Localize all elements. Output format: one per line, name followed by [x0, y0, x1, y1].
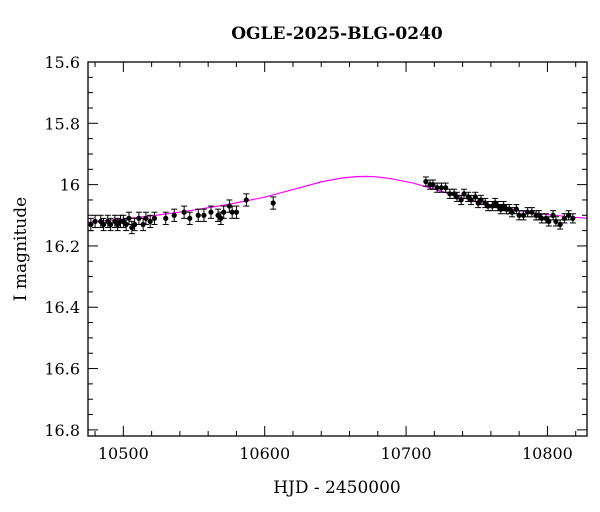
- data-marker: [516, 212, 522, 218]
- data-point: [516, 210, 523, 221]
- data-marker: [243, 197, 249, 203]
- data-marker: [151, 215, 158, 221]
- y-tick-label: 16.6: [44, 360, 80, 379]
- data-marker: [181, 209, 187, 215]
- data-marker: [126, 215, 132, 221]
- data-point: [100, 217, 107, 232]
- data-marker: [201, 212, 207, 218]
- plot-area: [87, 175, 588, 235]
- x-tick-label: 10700: [381, 444, 432, 463]
- x-axis-label: HJD - 2450000: [273, 478, 401, 498]
- data-point: [171, 208, 178, 222]
- data-point: [442, 182, 449, 193]
- y-tick-label: 15.8: [44, 114, 80, 133]
- data-marker: [100, 221, 107, 228]
- data-point: [142, 211, 149, 225]
- data-point: [207, 205, 214, 219]
- data-point: [220, 205, 227, 219]
- data-marker: [270, 200, 276, 206]
- data-marker: [171, 212, 177, 218]
- ticks-layer: 10500 10600 10700 10800 15.6 15.8 16 16.2 16.4 16…: [44, 53, 587, 463]
- data-marker: [143, 215, 149, 221]
- data-point: [422, 176, 429, 187]
- data-marker: [92, 218, 98, 225]
- chart-title: OGLE-2025-BLG-0240: [231, 24, 443, 44]
- data-point: [162, 211, 169, 225]
- x-tick-label: 10500: [98, 444, 149, 463]
- data-marker: [434, 185, 440, 191]
- data-marker: [108, 221, 114, 228]
- data-marker: [447, 191, 453, 197]
- y-tick-label: 16.4: [44, 298, 80, 317]
- data-marker: [485, 203, 491, 209]
- x-tick-label: 10800: [522, 444, 573, 463]
- points-layer: [87, 176, 576, 235]
- data-marker: [221, 209, 227, 215]
- data-marker: [208, 209, 214, 215]
- data-point: [233, 205, 240, 219]
- data-point: [565, 210, 572, 221]
- data-marker: [163, 215, 169, 221]
- data-point: [147, 214, 154, 229]
- data-marker: [229, 209, 235, 215]
- plot-frame: [87, 61, 588, 437]
- data-marker: [233, 209, 240, 215]
- data-point: [200, 208, 207, 222]
- data-marker: [187, 215, 193, 221]
- data-point: [92, 214, 99, 229]
- data-point: [557, 219, 564, 230]
- data-point: [125, 211, 132, 225]
- y-tick-label: 16.2: [44, 237, 80, 256]
- data-point: [151, 211, 158, 225]
- data-point: [243, 193, 250, 207]
- data-marker: [195, 212, 201, 218]
- data-marker: [525, 209, 531, 215]
- data-point: [569, 213, 576, 224]
- data-marker: [136, 215, 142, 221]
- data-marker: [88, 221, 94, 228]
- data-marker: [147, 218, 153, 225]
- data-point: [181, 205, 188, 219]
- y-tick-label: 15.6: [44, 53, 80, 72]
- data-marker: [132, 221, 138, 228]
- data-marker: [570, 215, 576, 221]
- y-axis-label: I magnitude: [11, 197, 31, 301]
- data-marker: [539, 215, 545, 221]
- data-marker: [438, 185, 444, 191]
- data-point: [195, 208, 202, 222]
- data-point: [270, 196, 277, 210]
- data-point: [131, 217, 138, 232]
- data-point: [107, 217, 114, 232]
- data-point: [128, 220, 135, 235]
- x-tick-label: 10600: [239, 444, 290, 463]
- y-tick-label: 16.8: [44, 421, 80, 440]
- y-tick-label: 16: [60, 176, 80, 195]
- data-point: [550, 210, 557, 221]
- data-point: [186, 211, 193, 225]
